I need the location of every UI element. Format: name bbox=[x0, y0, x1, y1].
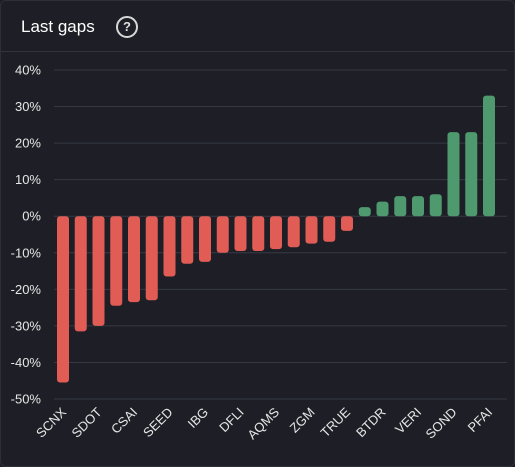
y-tick-label: -20% bbox=[11, 282, 42, 297]
x-tick-label: IBG bbox=[185, 405, 211, 431]
bar-pfai[interactable] bbox=[483, 95, 495, 217]
y-axis-ticks: 40% 30% 20% 10% 0% -10% -20% -30% -40% -50% bbox=[11, 63, 42, 407]
bar-item-3[interactable] bbox=[110, 216, 123, 306]
bar-item-17[interactable] bbox=[358, 207, 371, 217]
y-tick-label: -30% bbox=[11, 318, 42, 333]
bar-aqms[interactable] bbox=[270, 216, 282, 250]
x-tick-label: SEED bbox=[140, 405, 176, 441]
x-tick-label: PFAI bbox=[465, 405, 496, 436]
bar-item-9[interactable] bbox=[216, 216, 229, 253]
x-tick-label: CSAI bbox=[108, 405, 140, 437]
bar-item-11[interactable] bbox=[252, 216, 265, 251]
bar-item-19[interactable] bbox=[394, 196, 407, 217]
y-tick-label: 0% bbox=[22, 209, 41, 224]
bar-item-5[interactable] bbox=[145, 216, 158, 301]
x-tick-label: VERI bbox=[392, 405, 424, 437]
bar-item-15[interactable] bbox=[323, 216, 336, 242]
bar-scnx[interactable] bbox=[57, 216, 69, 383]
y-tick-label: -10% bbox=[11, 245, 42, 260]
bar-sond[interactable] bbox=[447, 132, 460, 217]
bar-true[interactable] bbox=[341, 216, 353, 231]
bar-item-21[interactable] bbox=[429, 194, 442, 217]
bar-seed[interactable] bbox=[163, 216, 176, 277]
bar-sdot[interactable] bbox=[92, 216, 105, 326]
x-tick-label: SCNX bbox=[33, 404, 69, 440]
panel-title: Last gaps bbox=[21, 17, 95, 36]
bar-item-7[interactable] bbox=[181, 216, 194, 264]
bar-btdr[interactable] bbox=[376, 201, 389, 217]
bar-csai[interactable] bbox=[128, 216, 140, 303]
bar-veri[interactable] bbox=[412, 196, 424, 217]
y-tick-label: 30% bbox=[15, 99, 41, 114]
x-tick-label: DFLI bbox=[216, 405, 247, 436]
bars bbox=[57, 95, 495, 383]
bar-item-23[interactable] bbox=[465, 132, 478, 217]
bar-dfli[interactable] bbox=[234, 216, 247, 251]
y-tick-label: 40% bbox=[15, 63, 41, 78]
x-tick-label: TRUE bbox=[317, 404, 353, 440]
bar-item-13[interactable] bbox=[287, 216, 300, 248]
y-tick-label: -50% bbox=[11, 392, 42, 407]
y-tick-label: 20% bbox=[15, 136, 41, 151]
panel-header: Last gaps ? bbox=[1, 1, 514, 52]
bar-ibg[interactable] bbox=[199, 216, 211, 262]
y-tick-label: -40% bbox=[11, 355, 42, 370]
x-tick-label: SDOT bbox=[68, 404, 104, 440]
x-tick-label: SOND bbox=[422, 405, 459, 442]
x-tick-label: ZGM bbox=[287, 405, 318, 436]
bar-item-1[interactable] bbox=[74, 216, 87, 332]
y-tick-label: 10% bbox=[15, 172, 41, 187]
bar-zgm[interactable] bbox=[305, 216, 318, 244]
x-tick-label: AQMS bbox=[244, 404, 282, 442]
grid-lines bbox=[54, 69, 507, 400]
x-tick-label: BTDR bbox=[353, 405, 389, 441]
question-circle-icon[interactable]: ? bbox=[116, 16, 138, 38]
